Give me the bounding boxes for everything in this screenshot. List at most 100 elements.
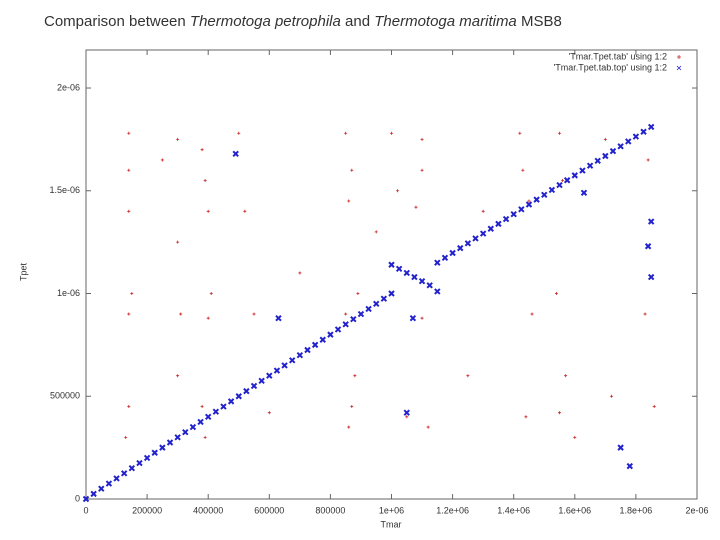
data-point <box>646 158 650 162</box>
data-point <box>518 206 525 213</box>
data-point <box>586 162 594 169</box>
data-point <box>189 423 197 431</box>
data-point <box>396 189 400 193</box>
data-point <box>434 288 441 295</box>
x-tick-label: 1.8e+06 <box>620 505 653 515</box>
data-point <box>390 131 393 135</box>
data-point <box>643 312 647 316</box>
data-point <box>356 292 360 296</box>
data-point <box>617 143 624 150</box>
data-point <box>411 273 418 281</box>
data-point <box>640 128 647 135</box>
data-point <box>243 209 247 213</box>
data-point <box>136 459 143 467</box>
x-tick-label: 400000 <box>193 505 223 515</box>
title-part: MSB8 <box>517 13 562 30</box>
title-part: Thermotoga petrophila <box>190 13 341 30</box>
data-point <box>388 261 395 268</box>
data-point <box>203 178 207 182</box>
data-point <box>617 444 624 451</box>
data-point <box>357 310 365 318</box>
title-part: and <box>341 13 374 30</box>
title-part: Thermotoga maritima <box>374 13 517 30</box>
y-tick-label: 1e-06 <box>57 288 80 298</box>
x-tick-label: 200000 <box>132 505 162 515</box>
data-point <box>530 312 534 316</box>
data-point <box>200 405 204 409</box>
data-point <box>275 314 282 322</box>
data-point <box>420 316 424 320</box>
data-point <box>212 408 220 415</box>
data-point <box>347 199 351 203</box>
data-point <box>571 172 579 179</box>
data-point <box>304 346 311 354</box>
data-point <box>176 374 180 378</box>
data-point <box>82 495 90 503</box>
data-point <box>113 475 120 482</box>
data-point <box>524 415 528 419</box>
data-point <box>130 292 134 296</box>
data-point <box>160 158 164 162</box>
data-point <box>609 394 613 398</box>
data-point <box>166 439 174 446</box>
data-point <box>573 435 577 439</box>
data-point <box>127 312 131 316</box>
data-point <box>258 377 265 385</box>
chart-title: Comparison between Thermotoga petrophila… <box>44 13 562 30</box>
data-point <box>563 177 571 184</box>
data-point <box>266 372 273 379</box>
title-part: Comparison between <box>44 13 190 30</box>
data-point <box>502 215 510 223</box>
data-point <box>479 230 487 237</box>
data-point <box>365 305 372 313</box>
data-point <box>342 321 349 328</box>
data-point <box>176 137 180 141</box>
data-point <box>127 405 131 409</box>
legend-marker <box>677 55 681 59</box>
y-tick-label: 500000 <box>50 391 80 401</box>
data-point <box>558 411 562 415</box>
y-tick-label: 1.5e-06 <box>49 185 80 195</box>
data-point <box>182 429 189 436</box>
data-point <box>644 243 652 250</box>
data-point <box>227 398 235 405</box>
data-point <box>558 131 562 135</box>
x-tick-label: 1.6e+06 <box>558 505 591 515</box>
data-point <box>556 181 563 189</box>
x-tick-label: 1.2e+06 <box>436 505 469 515</box>
data-point <box>525 201 533 208</box>
data-point <box>206 209 210 213</box>
data-point <box>510 210 517 218</box>
data-point <box>374 230 378 234</box>
data-point <box>481 209 485 213</box>
data-point <box>289 357 296 364</box>
legend-label: 'Tmar.Tpet.tab' using 1:2 <box>569 51 668 61</box>
data-point <box>652 405 656 409</box>
data-point <box>420 137 424 141</box>
data-point <box>344 312 348 316</box>
data-point <box>174 434 181 441</box>
data-point <box>647 273 655 281</box>
data-point <box>518 131 522 135</box>
data-point <box>243 387 250 395</box>
data-point <box>441 254 449 262</box>
data-point <box>350 405 354 409</box>
data-point <box>206 316 210 320</box>
data-point <box>334 326 342 333</box>
data-point <box>344 131 348 135</box>
y-tick-label: 2e-06 <box>57 82 80 92</box>
data-point <box>200 148 204 152</box>
plot-frame <box>85 49 698 500</box>
legend-label: 'Tmar.Tpet.tab.top' using 1:2 <box>554 62 668 72</box>
data-point <box>405 415 409 419</box>
data-point <box>602 152 609 160</box>
data-point <box>197 418 204 426</box>
x-tick-label: 1e+06 <box>379 505 404 515</box>
data-point <box>90 490 97 498</box>
data-point <box>296 351 304 359</box>
data-point <box>418 277 426 285</box>
data-point <box>541 191 548 198</box>
data-point <box>380 295 388 302</box>
data-point <box>495 220 502 228</box>
